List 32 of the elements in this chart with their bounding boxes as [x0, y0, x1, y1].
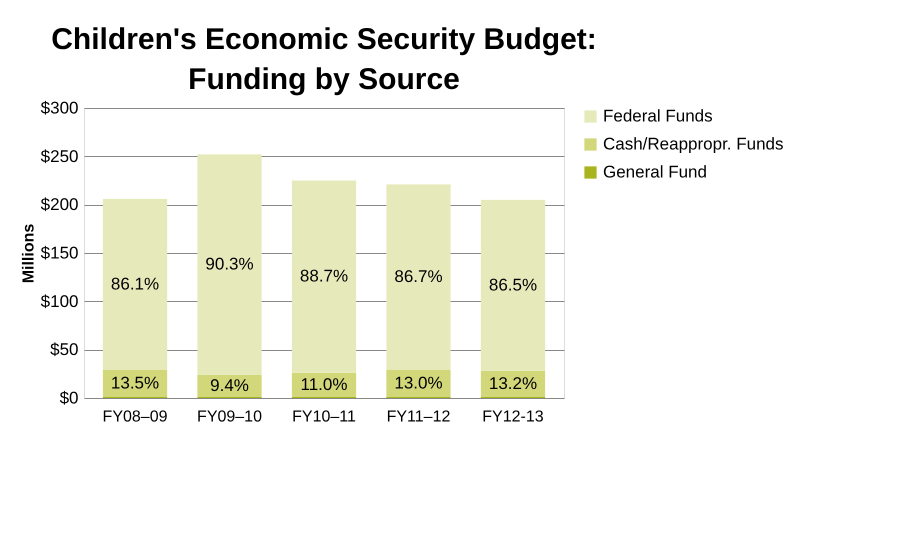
annotation: 13.2%: [488, 374, 538, 393]
annotation: 86.1%: [110, 274, 160, 294]
bar: [292, 180, 356, 373]
annotation: 13.5%: [110, 374, 160, 392]
bar: [197, 154, 262, 375]
y-tick-label: $200: [40, 195, 78, 214]
bar: [102, 198, 168, 370]
bar: [386, 184, 451, 370]
y-tick-label: $0: [60, 388, 78, 408]
annotation: 86.5%: [488, 275, 538, 294]
y-tick-label: $50: [50, 340, 78, 360]
bar: [480, 200, 546, 371]
y-tick-label: $100: [40, 292, 78, 311]
chart-title: Children's Economic Security Budget: Funding by Source: [51, 23, 597, 96]
y-tick-label: $250: [40, 146, 78, 166]
x-tick-label: FY11–12: [386, 408, 450, 426]
x-tick-label: FY09–10: [197, 408, 262, 426]
annotation: 9.4%: [210, 376, 249, 395]
annotation: 11.0%: [300, 374, 348, 394]
annotation: 86.7%: [394, 267, 443, 286]
x-tick-label: FY10–11: [292, 408, 356, 426]
annotation: 13.0%: [394, 374, 443, 392]
legend-label: Federal Funds: [603, 106, 713, 126]
y-axis-title: Millions: [20, 224, 38, 284]
legend-label: General Fund: [603, 162, 707, 182]
x-tick-label: FY08–09: [102, 408, 168, 426]
annotation: 88.7%: [300, 266, 348, 286]
y-tick-label: $150: [40, 244, 78, 262]
legend-label: Cash/Reappropr. Funds: [603, 134, 784, 154]
annotation: 90.3%: [205, 254, 254, 274]
y-tick-label: $300: [40, 98, 78, 118]
x-tick-label: FY12-13: [482, 408, 544, 426]
